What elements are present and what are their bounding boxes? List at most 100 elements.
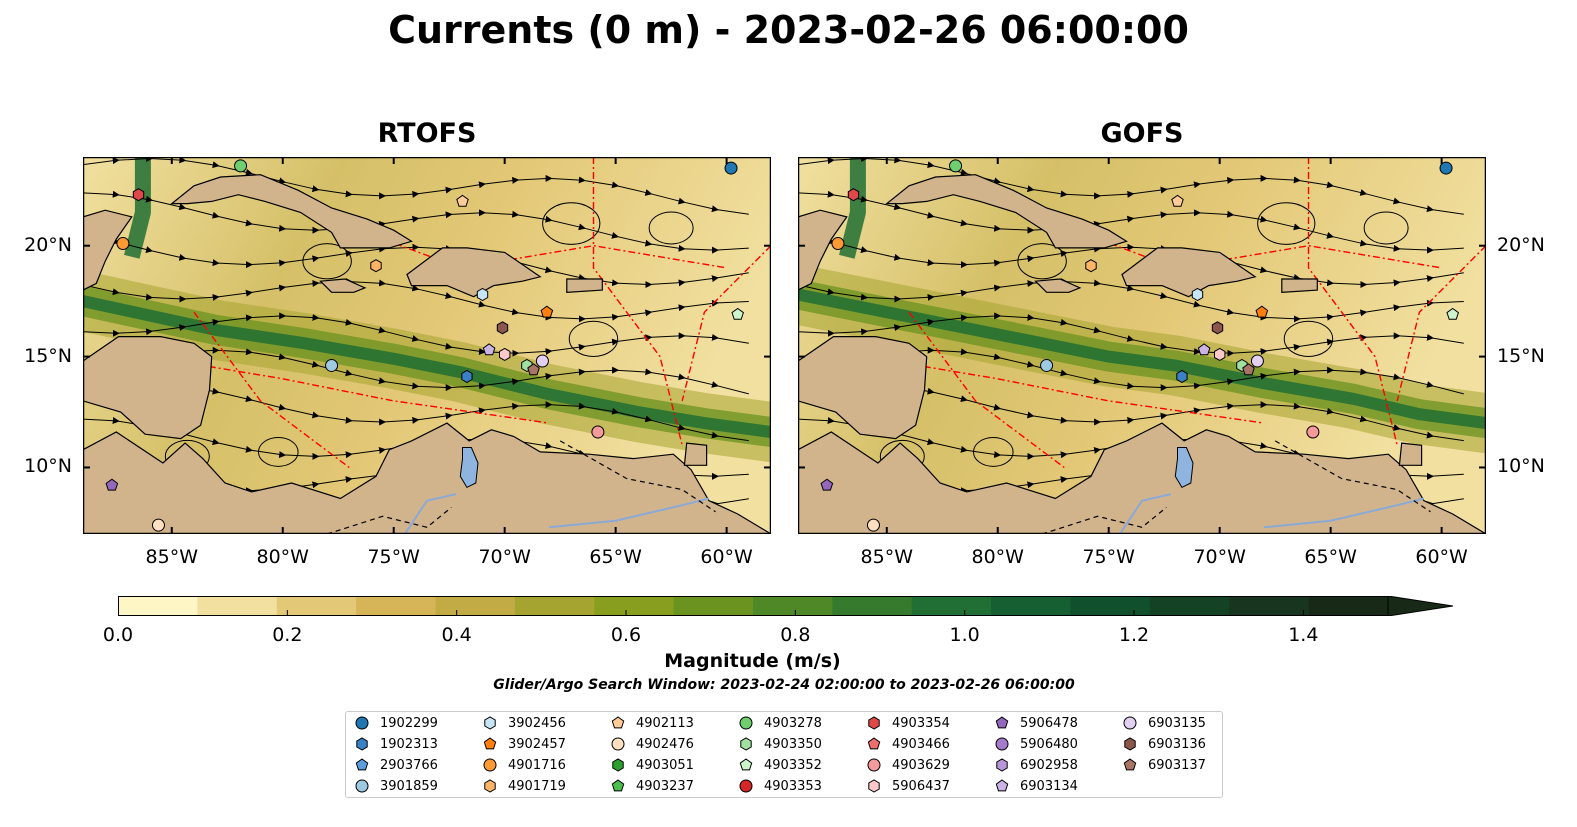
float-marker-4903629 bbox=[591, 425, 605, 439]
legend-marker-4903352 bbox=[739, 758, 753, 771]
lon-tick-label: 60°W bbox=[1415, 546, 1468, 568]
colorbar-tick-label: 0.0 bbox=[102, 624, 134, 646]
legend-marker-4903629 bbox=[867, 758, 881, 772]
float-marker-4902476 bbox=[866, 518, 880, 532]
legend-item-6903135: 6903135 bbox=[1122, 713, 1206, 733]
legend-item-4902476: 4902476 bbox=[610, 734, 694, 754]
lat-tick-label-right: 15°N bbox=[1497, 344, 1545, 367]
legend-marker-5906437 bbox=[868, 779, 880, 793]
legend-item-5906480: 5906480 bbox=[994, 734, 1078, 754]
float-marker-1902299 bbox=[724, 161, 738, 175]
legend-item-6903134: 6903134 bbox=[994, 776, 1078, 796]
legend-label: 2903766 bbox=[380, 757, 438, 773]
legend-marker-6903135 bbox=[1123, 716, 1137, 730]
lon-tick-label: 85°W bbox=[145, 546, 198, 568]
legend-label: 4903466 bbox=[892, 736, 950, 752]
lon-tick-label: 65°W bbox=[589, 546, 642, 568]
legend-item-3902457: 3902457 bbox=[482, 734, 566, 754]
legend-label: 4903352 bbox=[764, 757, 822, 773]
legend-label: 4903237 bbox=[636, 778, 694, 794]
legend-label: 4901716 bbox=[508, 757, 566, 773]
colorbar-tick-label: 1.2 bbox=[1118, 624, 1150, 646]
legend-marker-3902457 bbox=[483, 737, 497, 750]
legend-item-6903137: 6903137 bbox=[1122, 755, 1206, 775]
float-marker-6903135 bbox=[1250, 354, 1264, 368]
float-marker-3902457 bbox=[1255, 305, 1269, 318]
legend-marker-4902476 bbox=[611, 737, 625, 751]
legend-item-4903353: 4903353 bbox=[738, 776, 822, 796]
legend-label: 6903136 bbox=[1148, 736, 1206, 752]
float-marker-4903629 bbox=[1306, 425, 1320, 439]
legend-item-5906437: 5906437 bbox=[866, 776, 950, 796]
legend-marker-5906480 bbox=[995, 737, 1009, 751]
legend-item-6903136: 6903136 bbox=[1122, 734, 1206, 754]
figure-title: Currents (0 m) - 2023-02-26 06:00:00 bbox=[388, 8, 1189, 52]
legend-label: 4903629 bbox=[892, 757, 950, 773]
legend-marker-3902456 bbox=[484, 716, 496, 730]
legend-item-5906478: 5906478 bbox=[994, 713, 1078, 733]
lon-tick-label: 80°W bbox=[256, 546, 309, 568]
legend-marker-4903354 bbox=[868, 716, 880, 730]
float-marker-6903134 bbox=[482, 343, 496, 356]
legend-marker-1902313 bbox=[356, 737, 368, 751]
legend-marker-5906478 bbox=[995, 716, 1009, 729]
colorbar-tick-label: 0.2 bbox=[272, 624, 303, 646]
legend-item-4903352: 4903352 bbox=[738, 755, 822, 775]
lon-tick-label: 60°W bbox=[700, 546, 753, 568]
legend-label: 3901859 bbox=[380, 778, 438, 794]
float-marker-6903136 bbox=[496, 321, 509, 335]
float-marker-4901719 bbox=[1085, 259, 1097, 273]
legend-marker-6903136 bbox=[1124, 737, 1136, 751]
legend-marker-4902113 bbox=[611, 716, 625, 729]
float-marker-3902457 bbox=[540, 305, 554, 318]
float-marker-1902299 bbox=[1439, 161, 1453, 175]
legend-label: 4903051 bbox=[636, 757, 694, 773]
lon-tick-label: 85°W bbox=[860, 546, 913, 568]
float-marker-4903352 bbox=[731, 307, 744, 320]
colorbar-tick-label: 1.0 bbox=[949, 624, 980, 646]
float-marker-5906478 bbox=[820, 478, 834, 491]
legend-marker-4903466 bbox=[867, 737, 881, 750]
legend-marker-6903134 bbox=[995, 779, 1009, 792]
lat-tick-label-right: 10°N bbox=[1497, 455, 1545, 478]
legend-label: 6903135 bbox=[1148, 715, 1206, 731]
rtofs-map[interactable] bbox=[83, 157, 771, 534]
float-marker-6903135 bbox=[535, 354, 549, 368]
lat-tick-label-left: 20°N bbox=[24, 233, 72, 256]
legend-marker-1902299 bbox=[355, 716, 369, 730]
legend-marker-6903137 bbox=[1123, 758, 1137, 771]
colorbar-tick-label: 0.4 bbox=[441, 624, 472, 646]
legend-label: 4903353 bbox=[764, 778, 822, 794]
colorbar bbox=[117, 595, 1454, 617]
legend-marker-4901716 bbox=[483, 758, 497, 772]
legend-label: 4901719 bbox=[508, 778, 566, 794]
legend-item-4903354: 4903354 bbox=[866, 713, 950, 733]
lat-tick-label-left: 10°N bbox=[24, 455, 72, 478]
legend-label: 3902457 bbox=[508, 736, 566, 752]
legend-label: 4902476 bbox=[636, 736, 694, 752]
legend-item-6902958: 6902958 bbox=[994, 755, 1078, 775]
legend-marker-4903051 bbox=[612, 758, 624, 772]
float-marker-3901859 bbox=[325, 358, 339, 372]
lon-tick-label: 75°W bbox=[367, 546, 420, 568]
float-marker-6903137 bbox=[1242, 363, 1255, 376]
float-marker-4903354 bbox=[132, 188, 145, 202]
legend-label: 6903137 bbox=[1148, 757, 1206, 773]
float-marker-4901716 bbox=[831, 236, 845, 250]
legend-label: 1902313 bbox=[380, 736, 438, 752]
float-marker-4903278 bbox=[234, 159, 248, 173]
float-marker-4902113 bbox=[456, 194, 469, 207]
gofs-map[interactable] bbox=[798, 157, 1486, 534]
legend-item-4901716: 4901716 bbox=[482, 755, 566, 775]
legend-label: 5906478 bbox=[1020, 715, 1078, 731]
float-marker-6903137 bbox=[527, 363, 540, 376]
legend-marker-4903237 bbox=[611, 779, 625, 792]
colorbar-label: Magnitude (m/s) bbox=[664, 650, 841, 672]
legend-label: 5906480 bbox=[1020, 736, 1078, 752]
lat-tick-label-left: 15°N bbox=[24, 344, 72, 367]
search-window-text: Glider/Argo Search Window: 2023-02-24 02… bbox=[493, 677, 1075, 693]
legend-label: 6902958 bbox=[1020, 757, 1078, 773]
legend-item-4903237: 4903237 bbox=[610, 776, 694, 796]
float-marker-6903136 bbox=[1211, 321, 1224, 335]
legend-marker-4903353 bbox=[739, 779, 753, 793]
